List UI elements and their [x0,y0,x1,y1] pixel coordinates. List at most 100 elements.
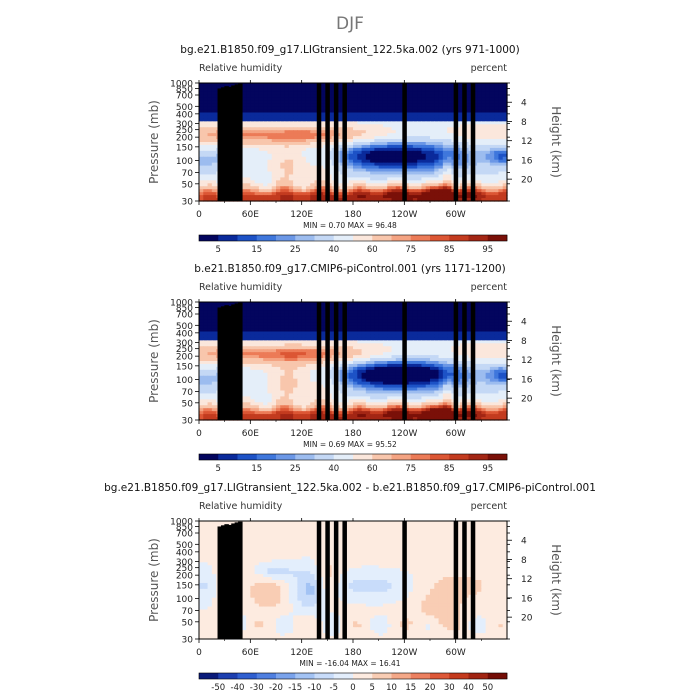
contour-cell [387,91,393,96]
contour-cell [271,328,277,333]
contour-cell [361,118,367,122]
topography-bar [238,83,243,201]
contour-cell [284,165,290,170]
contour-cell [417,97,423,102]
contour-cell [357,97,363,102]
contour-cell [365,307,371,312]
contour-cell [412,112,418,117]
contour-cell [374,372,380,377]
contour-cell [203,328,209,333]
contour-cell [438,100,444,105]
contour-cell [417,159,423,164]
contour-cell [301,180,307,184]
contour-cell [199,334,204,338]
contour-cell [211,304,217,309]
contour-cell [284,142,290,146]
contour-cell [288,150,294,155]
contour-cell [280,121,286,125]
contour-cell [293,325,298,330]
contour-cell [408,334,414,338]
contour-cell [357,112,363,117]
contour-cell [502,346,508,350]
colorbar-swatch [218,235,238,241]
contour-cell [395,340,401,344]
contour-cell [489,106,495,111]
contour-cell [477,118,482,122]
contour-cell [502,331,508,336]
contour-cell [263,372,269,377]
contour-cell [348,366,354,371]
contour-cell [280,358,286,362]
contour-cell [305,100,311,105]
contour-cell [408,100,414,105]
contour-cell [288,168,294,173]
contour-cell [353,168,358,173]
contour-cell [374,334,380,338]
contour-cell [297,334,303,338]
contour-cell [481,343,487,347]
contour-cell [434,162,440,167]
contour-cell [250,147,256,152]
contour-cell [447,186,452,190]
contour-cell [288,363,294,368]
contour-cell [494,85,500,90]
contour-cell [502,130,508,134]
contour-cell [412,133,418,137]
contour-cell [434,322,440,327]
contour-cell [395,112,401,117]
contour-cell [361,136,367,140]
contour-cell [391,343,397,347]
contour-cell [246,192,251,196]
contour-cell [421,159,427,164]
contour-cell [254,337,260,341]
contour-cell [199,162,204,167]
contour-cell [254,346,260,350]
contour-cell [378,328,384,333]
contour-cell [203,165,209,170]
contour-cell [246,171,251,176]
contour-cell [305,346,311,350]
contour-cell [365,366,371,371]
contour-cell [391,94,397,99]
contour-cell [203,103,209,108]
contour-cell [378,381,384,386]
contour-cell [370,168,375,173]
colorbar-label: 5 [216,245,221,255]
contour-cell [293,337,298,341]
contour-cell [382,307,388,312]
contour-cell [280,313,286,318]
contour-cell [271,103,277,108]
contour-cell [280,352,286,356]
contour-cell [246,366,251,371]
contour-cell [442,156,448,161]
contour-cell [258,156,264,161]
contour-cell [489,310,495,315]
contour-cell [276,103,281,108]
contour-cell [481,302,487,306]
contour-cell [370,103,375,108]
contour-cell [430,349,435,353]
contour-cell [288,322,294,327]
contour-cell [288,127,294,131]
contour-cell [447,168,452,173]
contour-cell [438,103,444,108]
contour-cell [305,372,311,377]
contour-cell [271,346,277,350]
contour-cell [203,85,209,90]
contour-cell [297,144,303,149]
contour-cell [361,177,367,181]
contour-cell [391,100,397,105]
contour-cell [430,363,435,368]
contour-cell [203,378,209,383]
contour-cell [502,97,508,102]
contour-cell [365,302,371,306]
contour-cell [361,340,367,344]
contour-cell [241,378,247,383]
contour-cell [203,159,209,164]
contour-cell [417,180,423,184]
contour-cell [438,319,444,324]
contour-cell [477,372,482,377]
contour-cell [442,159,448,164]
contour-cell [489,115,495,119]
contour-cell [361,150,367,155]
